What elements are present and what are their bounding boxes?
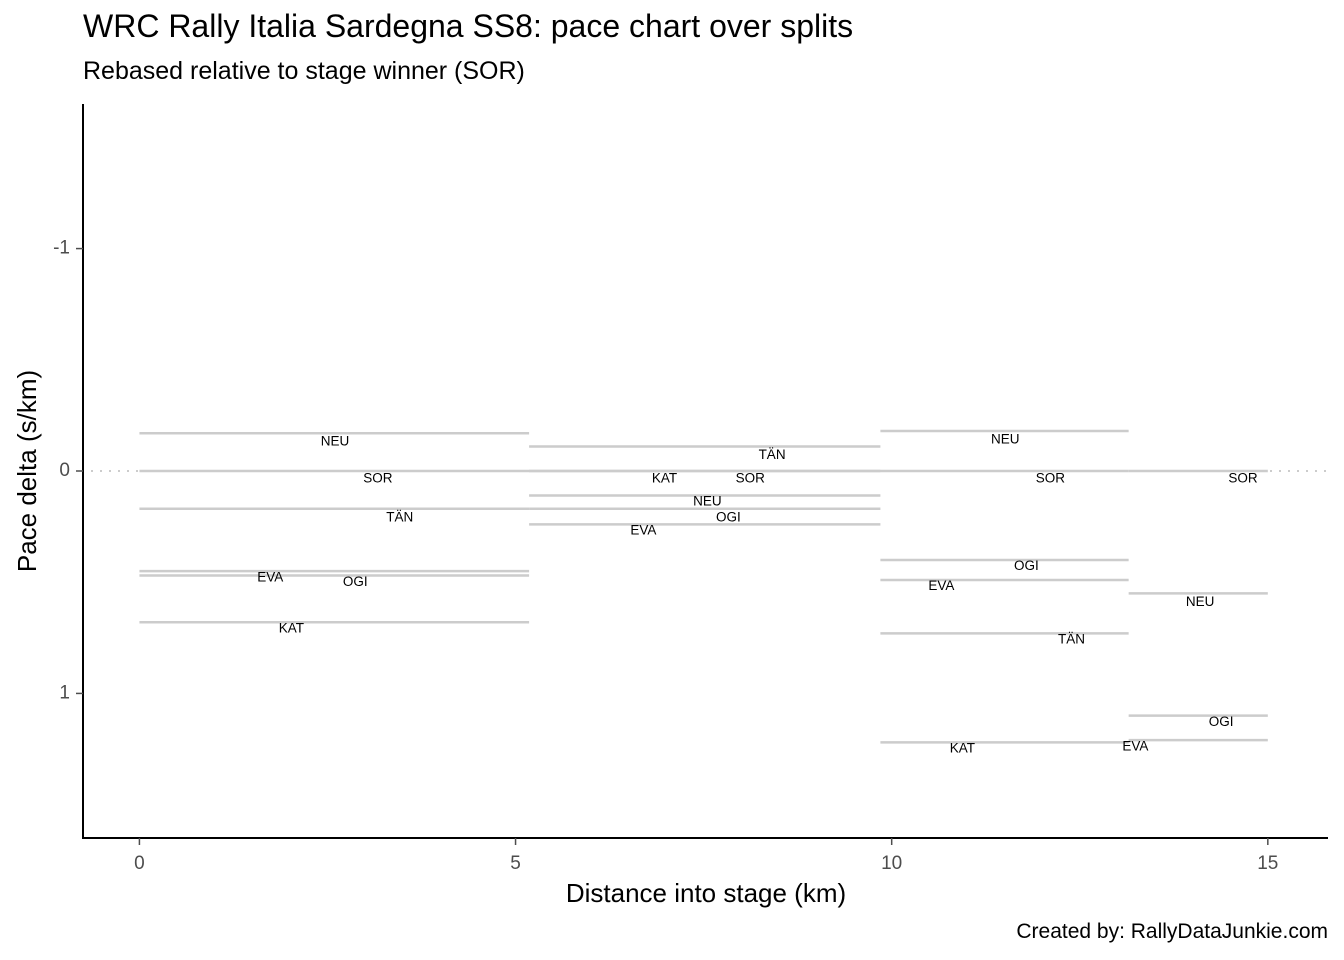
segment-label: EVA (630, 523, 656, 538)
segment-label: SOR (1228, 470, 1258, 485)
segment-label: NEU (321, 434, 350, 449)
y-tick-label: -1 (53, 238, 70, 259)
y-tick-label: 1 (59, 682, 70, 703)
segment-label: OGI (343, 574, 368, 589)
segment-label: KAT (652, 470, 677, 485)
segment-label: NEU (1186, 594, 1215, 609)
segment-label: OGI (1014, 558, 1039, 573)
chart-subtitle: Rebased relative to stage winner (SOR) (83, 57, 525, 85)
segment-label: NEU (693, 494, 722, 509)
segment-label: EVA (928, 578, 954, 593)
segment-label: OGI (1209, 714, 1234, 729)
segment-label: EVA (1122, 738, 1148, 753)
segment-label: OGI (716, 509, 741, 524)
segment-label: KAT (279, 620, 304, 635)
segment-label: NEU (991, 431, 1020, 446)
segment-label: EVA (257, 569, 283, 584)
axes-layer: 0 5 10 15 -1 0 1 (53, 104, 1328, 874)
segments-layer (139, 429, 1268, 744)
x-axis-title: Distance into stage (km) (566, 878, 846, 908)
chart-title: WRC Rally Italia Sardegna SS8: pace char… (83, 8, 854, 44)
segment-label: TÄN (1058, 632, 1085, 647)
segment-label: SOR (1036, 470, 1066, 485)
y-tick-label: 0 (59, 460, 70, 481)
x-tick-label: 15 (1257, 853, 1278, 874)
chart-caption: Created by: RallyDataJunkie.com (1016, 920, 1328, 943)
y-axis-title: Pace delta (s/km) (12, 370, 42, 572)
x-tick-label: 0 (134, 853, 145, 874)
segment-label: SOR (736, 470, 766, 485)
segment-label: TÄN (759, 447, 786, 462)
segment-label: KAT (950, 741, 975, 756)
segment-label: TÄN (386, 509, 413, 524)
segment-label: SOR (363, 470, 393, 485)
x-tick-label: 10 (881, 853, 902, 874)
x-tick-label: 5 (510, 853, 521, 874)
